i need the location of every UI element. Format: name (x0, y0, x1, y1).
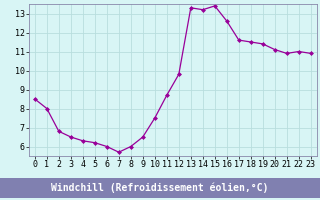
Text: Windchill (Refroidissement éolien,°C): Windchill (Refroidissement éolien,°C) (51, 183, 269, 193)
